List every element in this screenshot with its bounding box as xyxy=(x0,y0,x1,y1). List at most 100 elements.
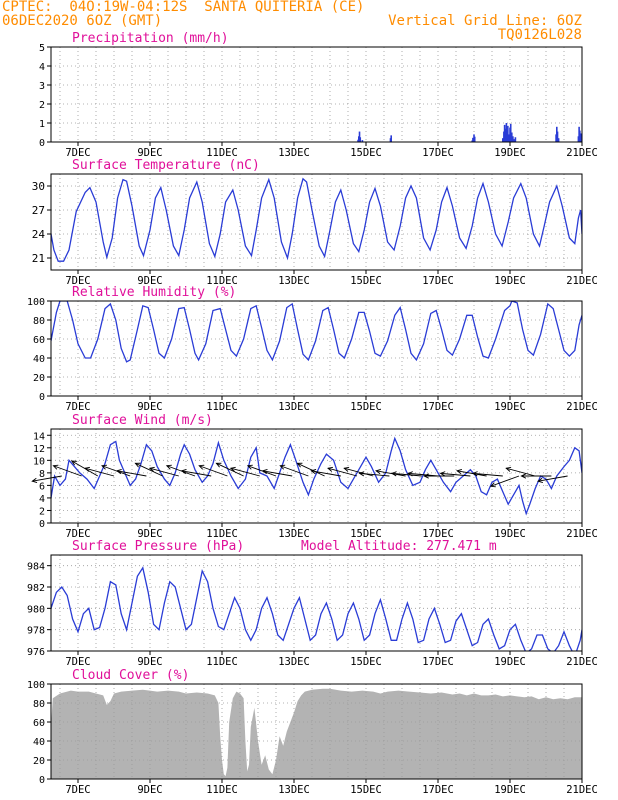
x-tick-label: 21DEC xyxy=(566,147,598,159)
x-tick-label: 17DEC xyxy=(422,275,454,287)
x-tick-label: 7DEC xyxy=(65,147,90,159)
wind-vector xyxy=(390,471,422,477)
pressure-title: Surface Pressure (hPa) xyxy=(72,539,244,554)
x-tick-label: 13DEC xyxy=(278,528,310,540)
rh-title: Relative Humidity (%) xyxy=(72,285,236,300)
x-tick-label: 19DEC xyxy=(494,528,526,540)
x-tick-label: 9DEC xyxy=(137,528,162,540)
wind-vector xyxy=(148,466,179,477)
y-tick-label: 60 xyxy=(33,335,45,346)
y-tick-label: 982 xyxy=(27,583,45,594)
header-location: CPTEC: 04O:19W-04:12S SANTA QUITERIA (CE… xyxy=(2,0,365,15)
y-tick-label: 27 xyxy=(32,204,45,217)
wind-vector xyxy=(520,473,552,479)
precip-bar xyxy=(580,133,582,142)
x-tick-label: 19DEC xyxy=(494,656,526,668)
y-tick-label: 978 xyxy=(27,626,45,637)
precip-bar xyxy=(556,131,559,142)
wind-line xyxy=(51,436,582,516)
y-tick-label: 40 xyxy=(33,737,45,748)
wind-vector xyxy=(489,475,520,488)
y-tick-label: 2 xyxy=(39,100,45,111)
x-tick-label: 17DEC xyxy=(422,401,454,413)
precip-bar xyxy=(514,137,517,142)
wind-vector xyxy=(296,462,325,477)
x-tick-label: 7DEC xyxy=(65,656,90,668)
x-tick-label: 17DEC xyxy=(422,784,454,796)
temp-panel: 21 24 27 30 7DEC 9DEC 11DEC 13DEC 15DEC 17DEC 19DE… xyxy=(32,158,598,287)
temp-line xyxy=(51,177,582,262)
cloud-frame xyxy=(50,683,583,780)
y-tick-label: 100 xyxy=(27,680,45,691)
y-tick-label: 24 xyxy=(32,228,46,241)
x-tick-label: 11DEC xyxy=(206,528,238,540)
wind-vector xyxy=(310,468,341,477)
cloud-panel: 0 20 40 60 80 100 7DEC 9DEC 11DEC 13DEC 15DEC 17DEC… xyxy=(27,668,598,796)
precip-bar xyxy=(504,128,507,142)
y-tick-label: 0 xyxy=(39,775,45,786)
x-tick-label: 19DEC xyxy=(494,401,526,413)
y-tick-label: 4 xyxy=(39,62,45,73)
x-tick-label: 7DEC xyxy=(65,528,90,540)
y-tick-label: 80 xyxy=(33,699,45,710)
x-tick-label: 17DEC xyxy=(422,147,454,159)
x-tick-label: 11DEC xyxy=(206,784,238,796)
wind-vector xyxy=(246,464,277,477)
x-tick-label: 13DEC xyxy=(278,147,310,159)
wind-vector xyxy=(456,468,487,477)
x-tick-label: 7DEC xyxy=(65,784,90,796)
wind-vector xyxy=(327,466,358,477)
wind-vector xyxy=(31,475,62,484)
x-tick-label: 15DEC xyxy=(350,656,382,668)
precip-bar xyxy=(511,132,513,142)
header-code: TQ0126L028 xyxy=(497,27,582,43)
pressure-panel: 976 978 980 982 984 7DEC 9DEC 11DEC 13DEC 15DEC 17… xyxy=(27,539,598,668)
y-tick-label: 10 xyxy=(33,456,45,467)
wind-vector xyxy=(229,466,260,477)
wind-vector xyxy=(115,468,147,477)
header-grid-note: Vertical Grid Line: 6OZ xyxy=(388,13,582,29)
x-tick-label: 21DEC xyxy=(566,784,598,796)
precip-bar xyxy=(359,137,362,142)
model-altitude-label: Model Altitude: 277.471 m xyxy=(301,539,497,554)
wind-vector xyxy=(198,464,228,477)
x-tick-label: 13DEC xyxy=(278,784,310,796)
x-tick-label: 11DEC xyxy=(206,656,238,668)
temp-title: Surface Temperature (nC) xyxy=(72,158,260,173)
precip-panel: 0 1 2 3 4 5 7DEC 9DEC 11DEC 13DEC 15DEC 17DEC 19DEC 2… xyxy=(39,31,598,159)
x-tick-label: 19DEC xyxy=(494,784,526,796)
precip-bar xyxy=(472,137,474,142)
x-tick-label: 11DEC xyxy=(206,275,238,287)
y-tick-label: 1 xyxy=(39,119,45,130)
x-tick-label: 19DEC xyxy=(494,275,526,287)
x-tick-label: 11DEC xyxy=(206,401,238,413)
precip-bar xyxy=(502,138,504,142)
pressure-line xyxy=(51,566,582,651)
precip-bar xyxy=(509,123,512,142)
precip-bar xyxy=(513,139,516,142)
cloud-title: Cloud Cover (%) xyxy=(72,668,189,683)
precip-bar xyxy=(358,131,361,142)
wind-vector xyxy=(439,471,471,477)
wind-vector xyxy=(343,466,374,477)
y-tick-label: 80 xyxy=(33,316,45,327)
precip-bar xyxy=(361,140,364,142)
x-tick-label: 19DEC xyxy=(494,147,526,159)
x-tick-label: 9DEC xyxy=(137,656,162,668)
y-tick-label: 980 xyxy=(27,604,45,615)
wind-vector xyxy=(134,462,163,477)
wind-vector xyxy=(375,468,406,477)
precip-bar xyxy=(507,125,509,142)
x-tick-label: 15DEC xyxy=(350,528,382,540)
x-tick-label: 21DEC xyxy=(566,528,598,540)
x-tick-label: 21DEC xyxy=(566,275,598,287)
x-tick-label: 13DEC xyxy=(278,401,310,413)
wind-title: Surface Wind (m/s) xyxy=(72,413,213,428)
y-tick-label: 0 xyxy=(39,519,45,530)
y-tick-label: 30 xyxy=(32,180,45,193)
precip-bar xyxy=(557,138,560,142)
rh-line xyxy=(51,301,582,363)
x-tick-label: 9DEC xyxy=(137,147,162,159)
